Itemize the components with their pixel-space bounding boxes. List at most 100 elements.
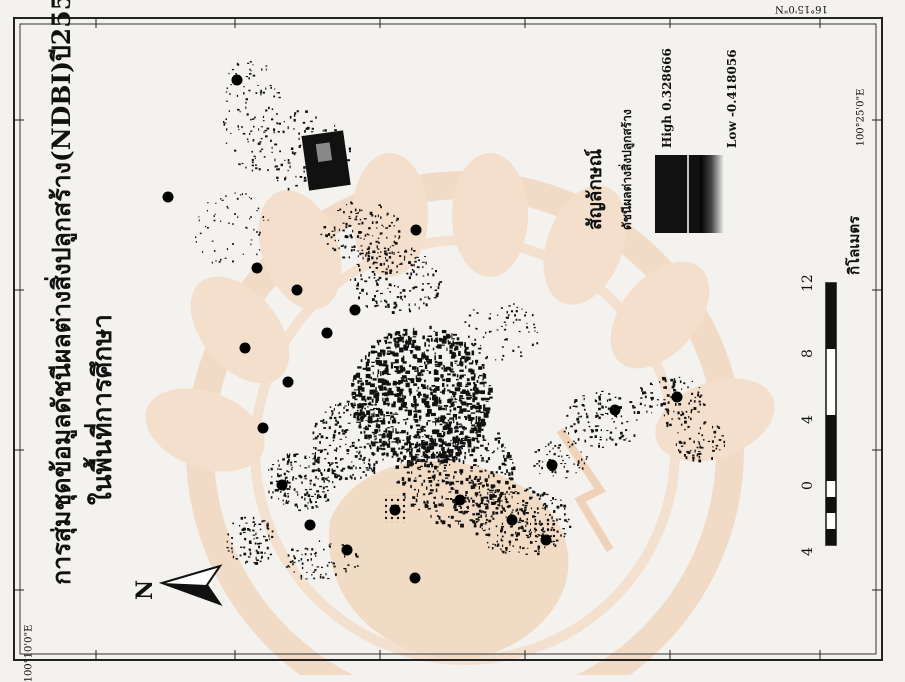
- ndbi-pixel: [475, 419, 477, 423]
- ndbi-pixel: [452, 437, 456, 441]
- ndbi-pixel: [413, 395, 416, 400]
- ndbi-pixel: [338, 416, 342, 419]
- ndbi-pixel: [298, 137, 300, 140]
- ndbi-pixel: [324, 458, 327, 460]
- ndbi-pixel: [249, 68, 251, 71]
- ndbi-pixel: [356, 284, 359, 287]
- ndbi-pixel: [415, 406, 417, 408]
- ndbi-pixel: [247, 62, 250, 64]
- ndbi-pixel: [517, 346, 520, 348]
- ndbi-pixel: [598, 416, 601, 420]
- ndbi-pixel: [358, 392, 362, 395]
- ndbi-pixel: [661, 376, 665, 379]
- ndbi-pixel: [263, 535, 265, 537]
- ndbi-pixel: [426, 500, 429, 504]
- ndbi-pixel: [554, 471, 557, 474]
- ndbi-pixel: [479, 382, 485, 385]
- ndbi-pixel: [511, 471, 514, 476]
- ndbi-pixel: [544, 506, 546, 509]
- ndbi-pixel: [448, 459, 453, 461]
- ndbi-pixel: [304, 467, 308, 469]
- ndbi-pixel: [319, 485, 322, 488]
- ndbi-pixel: [229, 93, 231, 96]
- ndbi-pixel: [374, 441, 377, 444]
- ndbi-pixel: [368, 412, 371, 415]
- ndbi-pixel: [475, 327, 477, 330]
- ndbi-pixel: [452, 340, 454, 346]
- ndbi-pixel: [640, 387, 642, 389]
- ndbi-pixel: [458, 505, 461, 507]
- ndbi-pixel: [333, 416, 337, 420]
- ndbi-pixel: [459, 469, 464, 473]
- ndbi-pixel: [421, 440, 425, 442]
- ndbi-pixel: [242, 528, 244, 531]
- ndbi-pixel: [473, 446, 476, 451]
- ndbi-pixel: [475, 495, 477, 498]
- ndbi-pixel: [249, 61, 252, 63]
- ndbi-pixel: [313, 577, 316, 580]
- ndbi-pixel: [360, 278, 363, 281]
- ndbi-pixel: [461, 424, 463, 428]
- ndbi-pixel: [476, 434, 479, 436]
- ndbi-pixel: [496, 329, 499, 331]
- ndbi-pixel: [368, 437, 370, 440]
- ndbi-pixel: [510, 491, 513, 493]
- ndbi-pixel: [414, 303, 416, 306]
- ndbi-pixel: [433, 441, 436, 444]
- ndbi-pixel: [421, 398, 427, 404]
- ndbi-pixel: [348, 256, 350, 259]
- ndbi-pixel: [257, 142, 261, 145]
- ndbi-pixel: [403, 366, 405, 372]
- ndbi-pixel: [267, 169, 269, 171]
- ndbi-pixel: [454, 471, 457, 474]
- ndbi-pixel: [339, 208, 342, 211]
- ndbi-pixel: [382, 397, 384, 402]
- ndbi-pixel: [360, 419, 364, 422]
- ndbi-pixel: [388, 387, 392, 392]
- ndbi-pixel: [517, 521, 521, 523]
- ndbi-pixel: [458, 438, 460, 441]
- ndbi-pixel: [363, 445, 366, 449]
- ndbi-pixel: [438, 399, 442, 404]
- ndbi-pixel: [581, 467, 584, 470]
- ndbi-pixel: [561, 455, 563, 458]
- ndbi-pixel: [404, 442, 408, 445]
- ndbi-pixel: [460, 441, 464, 444]
- ndbi-pixel: [294, 112, 297, 115]
- ndbi-pixel: [469, 454, 474, 457]
- ndbi-pixel: [223, 123, 226, 126]
- ndbi-pixel: [485, 407, 491, 411]
- ndbi-pixel: [354, 404, 356, 406]
- ndbi-pixel: [510, 310, 514, 313]
- ndbi-pixel: [501, 535, 504, 538]
- ndbi-pixel: [407, 409, 412, 415]
- ndbi-pixel: [490, 489, 494, 491]
- ndbi-pixel: [438, 472, 442, 476]
- ndbi-pixel: [595, 415, 598, 418]
- ndbi-pixel: [433, 396, 438, 402]
- ndbi-pixel: [328, 444, 332, 447]
- ndbi-pixel: [558, 518, 562, 520]
- ndbi-pixel: [351, 404, 354, 407]
- ndbi-pixel: [375, 387, 377, 392]
- ndbi-pixel: [386, 346, 391, 349]
- ndbi-pixel: [243, 546, 246, 549]
- ndbi-pixel: [198, 219, 200, 222]
- ndbi-pixel: [577, 460, 580, 463]
- ndbi-pixel: [478, 491, 481, 493]
- ndbi-pixel: [277, 459, 279, 462]
- ndbi-pixel: [447, 456, 452, 458]
- ndbi-pixel: [578, 467, 581, 469]
- ndbi-pixel: [395, 220, 398, 222]
- ndbi-pixel: [472, 504, 475, 507]
- ndbi-pixel: [411, 471, 413, 474]
- ndbi-pixel: [407, 477, 411, 482]
- ndbi-pixel: [693, 440, 695, 444]
- ndbi-pixel: [675, 389, 677, 392]
- ndbi-pixel: [702, 403, 704, 406]
- ndbi-pixel: [328, 544, 330, 546]
- ndbi-pixel: [338, 425, 342, 428]
- ndbi-pixel: [422, 266, 424, 269]
- ndbi-pixel: [479, 476, 481, 480]
- ndbi-pixel: [374, 403, 377, 406]
